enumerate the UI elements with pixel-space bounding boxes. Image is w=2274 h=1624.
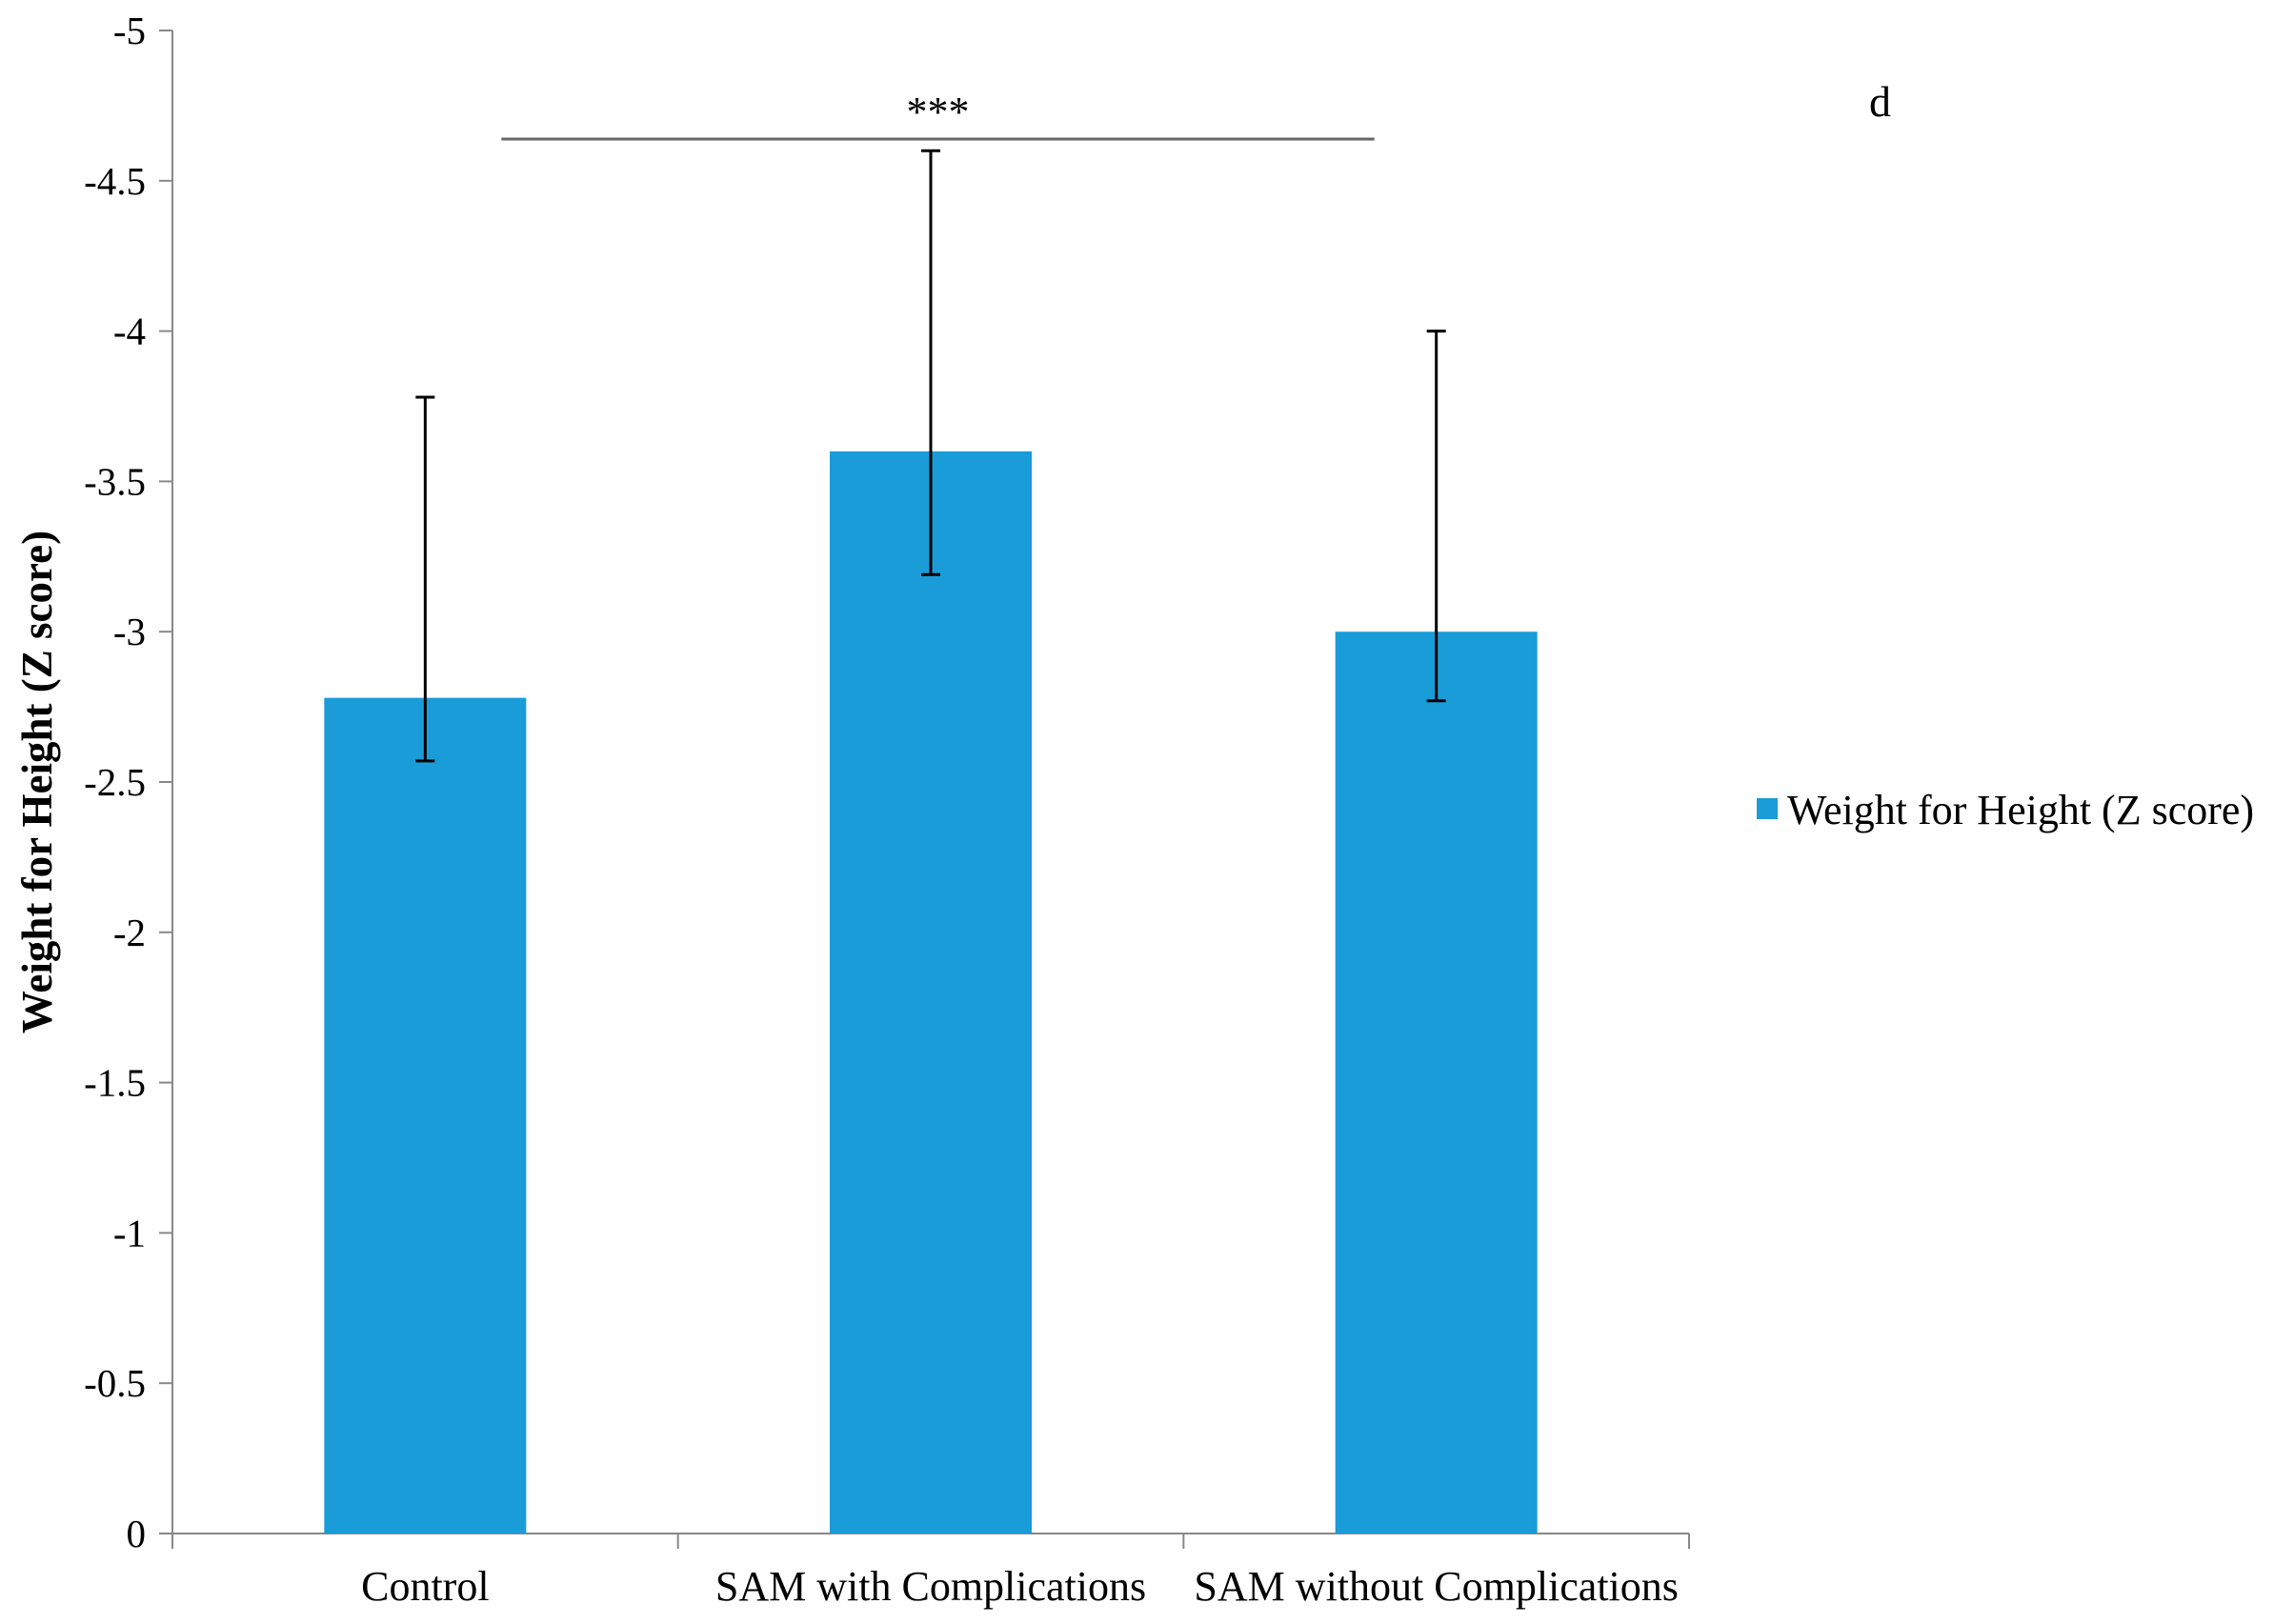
legend-swatch — [1757, 798, 1778, 819]
y-tick-label: -1 — [113, 1211, 146, 1254]
x-category-label: Control — [361, 1563, 489, 1610]
y-tick-label: -3 — [113, 610, 146, 653]
x-category-label: SAM without Complications — [1194, 1563, 1678, 1610]
y-tick-label: -0.5 — [84, 1361, 146, 1405]
panel-label: d — [1869, 77, 1891, 126]
legend: Weight for Height (Z score) — [1757, 787, 2254, 833]
x-ticks-group — [171, 1534, 1690, 1549]
category-labels-group: Control SAM with Complications SAM without… — [361, 1563, 1679, 1610]
bar — [1335, 632, 1538, 1534]
error-bars-group — [415, 149, 1446, 763]
significance-group: *** — [501, 89, 1375, 141]
y-tick-label: -4.5 — [84, 159, 146, 203]
y-axis-title: Weight for Height (Z score) — [13, 531, 61, 1033]
y-tick-label: -5 — [113, 9, 146, 52]
significance-label: *** — [907, 89, 970, 135]
legend-label: Weight for Height (Z score) — [1787, 787, 2254, 833]
bars-group — [324, 451, 1538, 1534]
y-tick-label: 0 — [127, 1512, 147, 1555]
y-tick-label: -3.5 — [84, 459, 146, 503]
y-tick-label: -2 — [113, 911, 146, 954]
y-ticks-group: 0 -0.5 -1 -1.5 -2 -2.5 -3 -3.5 -4 -4.5 -5 — [84, 9, 172, 1555]
x-category-label: SAM with Complications — [715, 1563, 1146, 1610]
bar — [324, 697, 527, 1534]
y-tick-label: -1.5 — [84, 1061, 146, 1105]
y-tick-label: -4 — [113, 310, 146, 353]
bar — [830, 451, 1032, 1534]
y-tick-label: -2.5 — [84, 760, 146, 804]
